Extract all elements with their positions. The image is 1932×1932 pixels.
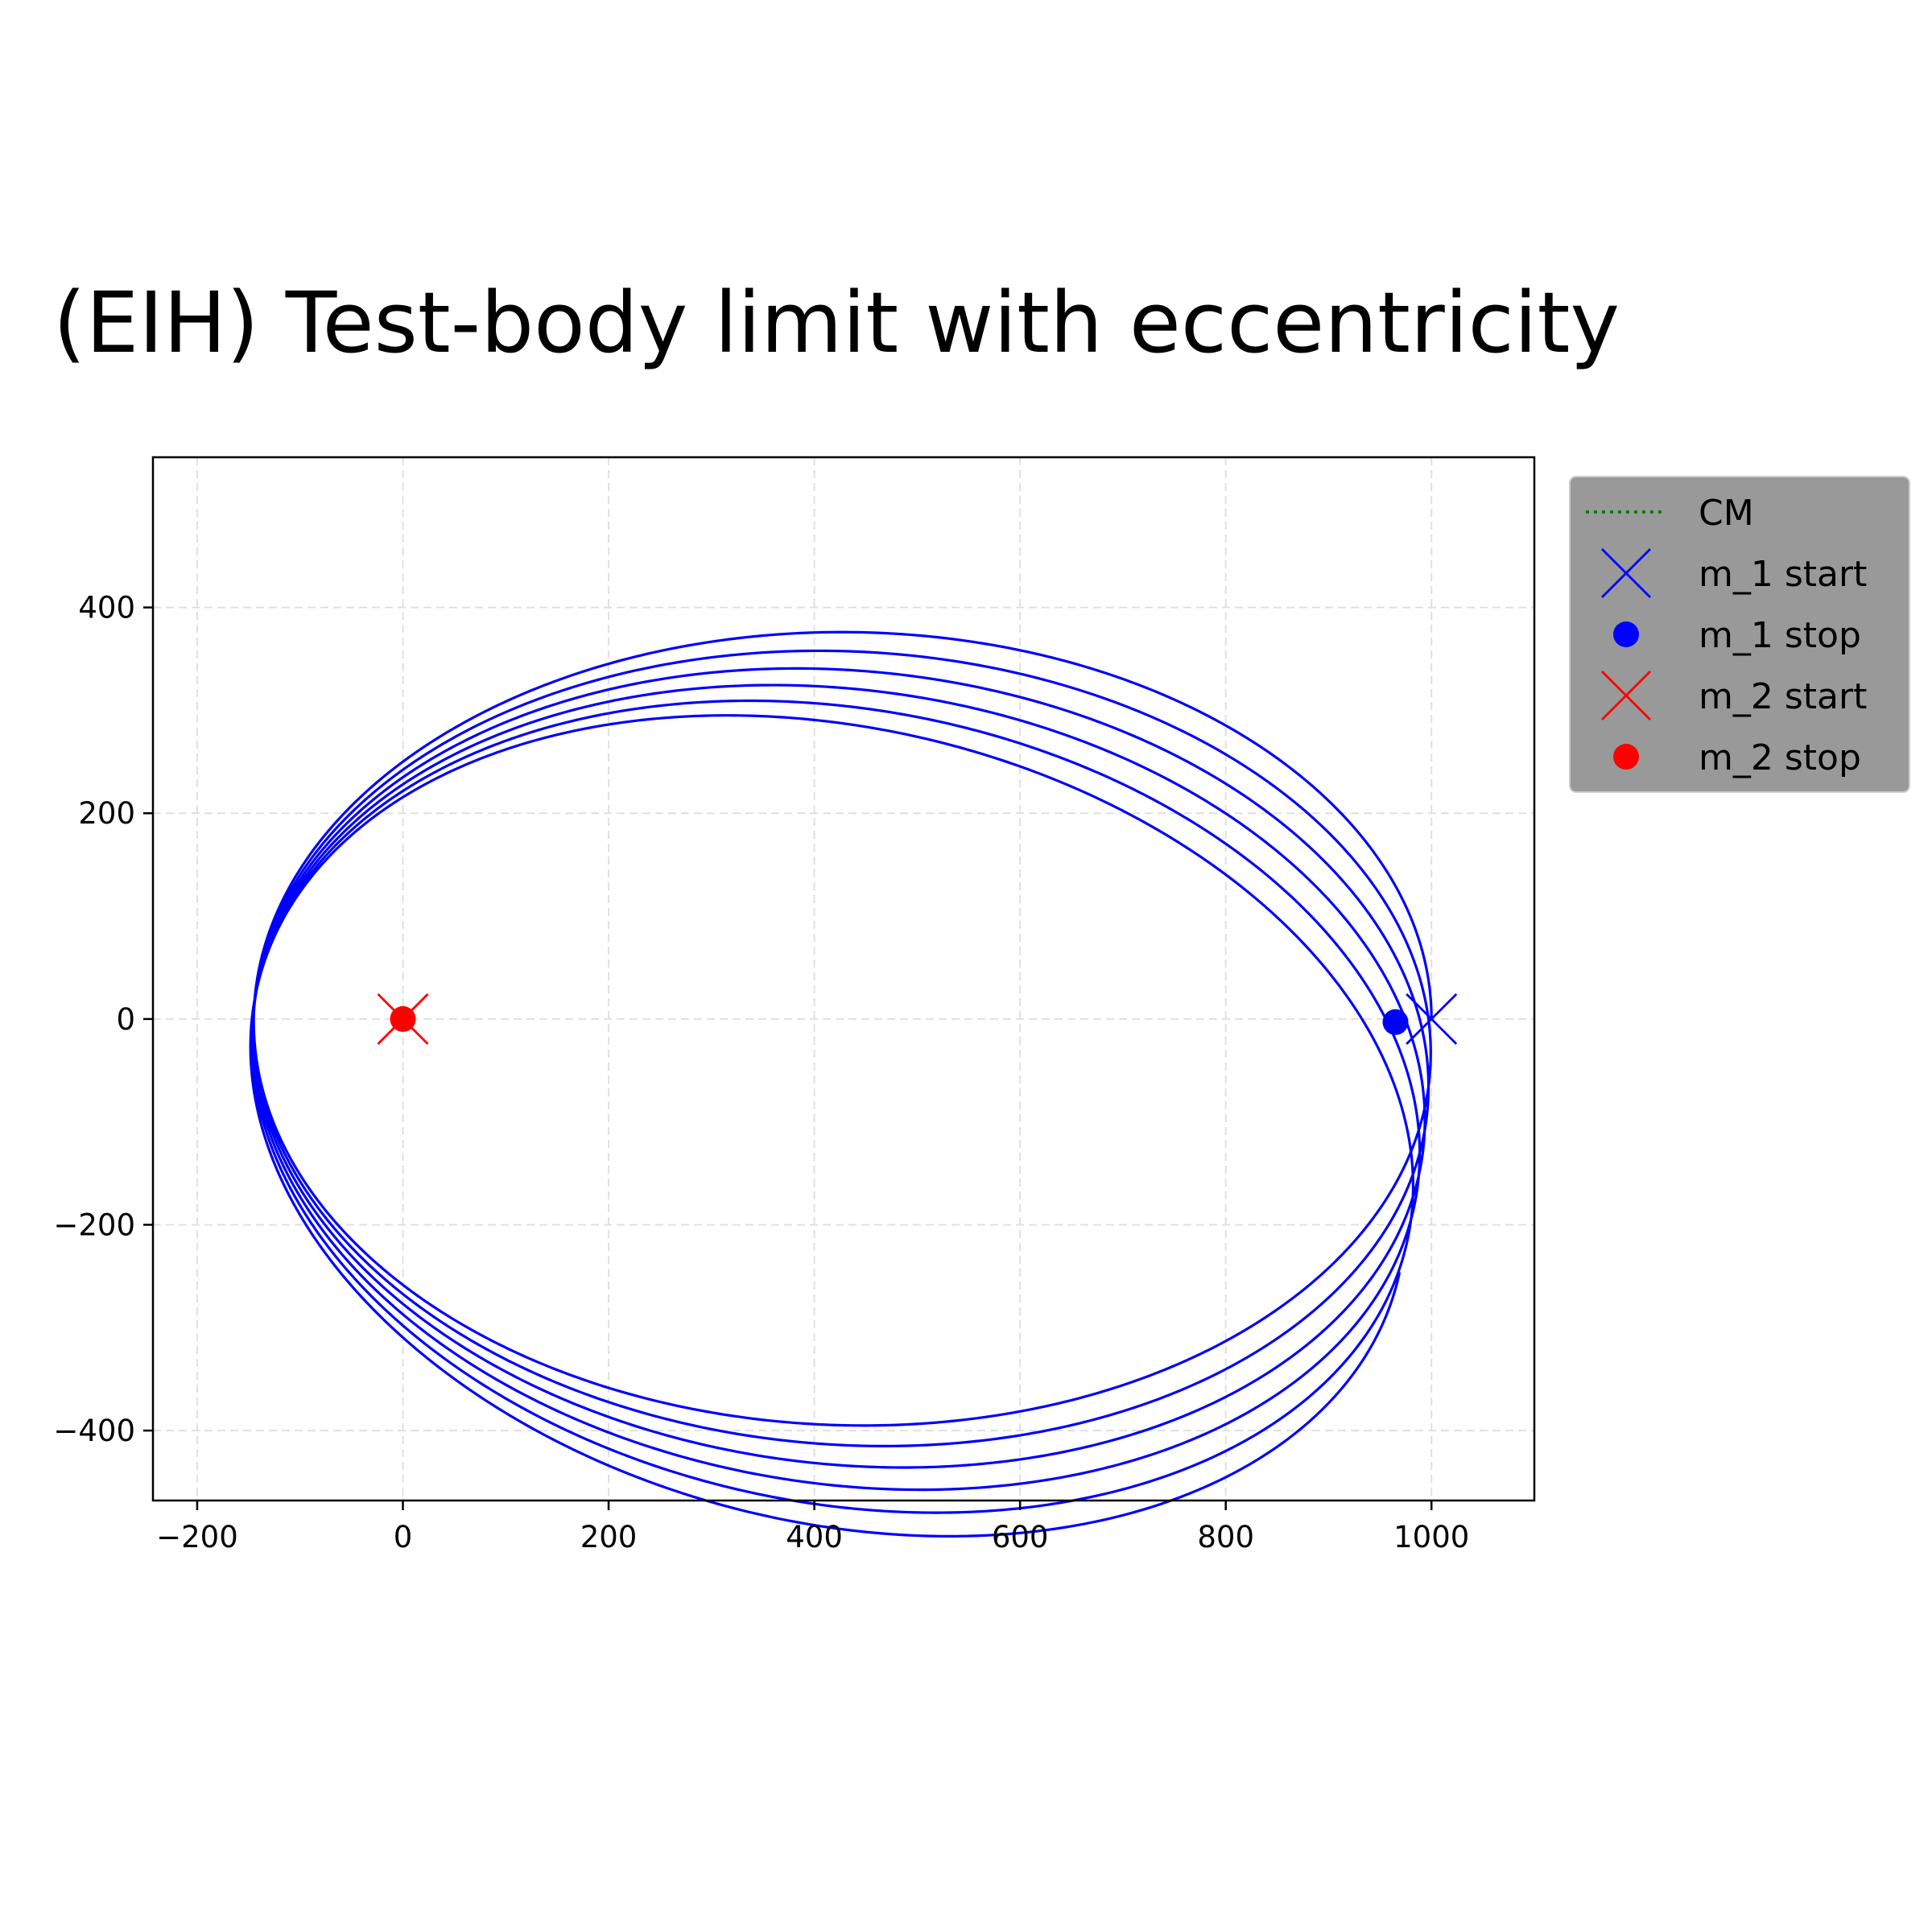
m1-start-marker-stroke-b bbox=[1406, 993, 1458, 1045]
y-tick-label-1: −200 bbox=[53, 1208, 135, 1242]
m1-trajectory-line bbox=[249, 630, 1433, 1538]
legend-label-4: m_2 stop bbox=[1699, 737, 1861, 778]
legend-symbol-4 bbox=[1613, 744, 1639, 770]
y-tick-label-3: 200 bbox=[78, 796, 135, 831]
legend-symbol-2 bbox=[1613, 621, 1639, 647]
legend-symbol-3 bbox=[1601, 671, 1651, 720]
legend: CM m_1 start m_1 stop m_2 start m_2 stop bbox=[1569, 476, 1910, 793]
x-tick-label-3: 400 bbox=[786, 1520, 843, 1554]
x-tick-label-0: −200 bbox=[156, 1520, 238, 1554]
y-tick-label-2: 0 bbox=[116, 1002, 135, 1037]
m1-start-marker bbox=[1406, 993, 1458, 1045]
legend-label-2: m_1 stop bbox=[1699, 615, 1861, 656]
legend-symbol-3-stroke-b bbox=[1601, 671, 1651, 720]
y-tick-label-0: −400 bbox=[53, 1414, 135, 1448]
y-tick-label-4: 400 bbox=[78, 591, 135, 625]
orbit-trajectory bbox=[249, 630, 1433, 1538]
axis-ticks: −200 0 200 400 600 800 1000 −400 −200 0 200 400 bbox=[53, 591, 1469, 1554]
legend-label-1: m_1 start bbox=[1699, 554, 1867, 595]
m1-stop-marker bbox=[1382, 1009, 1409, 1035]
x-tick-label-4: 600 bbox=[992, 1520, 1049, 1554]
chart-title: (EIH) Test-body limit with eccentricity bbox=[53, 274, 1620, 372]
legend-symbol-1 bbox=[1601, 548, 1651, 598]
x-tick-label-2: 200 bbox=[580, 1520, 638, 1554]
x-tick-label-1: 0 bbox=[394, 1520, 413, 1554]
legend-label-3: m_2 start bbox=[1699, 676, 1867, 717]
legend-box bbox=[1569, 476, 1910, 793]
markers bbox=[377, 993, 1458, 1045]
m2-stop-marker bbox=[390, 1005, 416, 1032]
legend-symbol-1-stroke-b bbox=[1601, 548, 1651, 598]
x-tick-label-6: 1000 bbox=[1393, 1520, 1469, 1554]
x-tick-label-5: 800 bbox=[1197, 1520, 1254, 1554]
plot-frame bbox=[151, 456, 1536, 1502]
legend-label-0: CM bbox=[1699, 493, 1754, 534]
grid bbox=[153, 457, 1534, 1501]
